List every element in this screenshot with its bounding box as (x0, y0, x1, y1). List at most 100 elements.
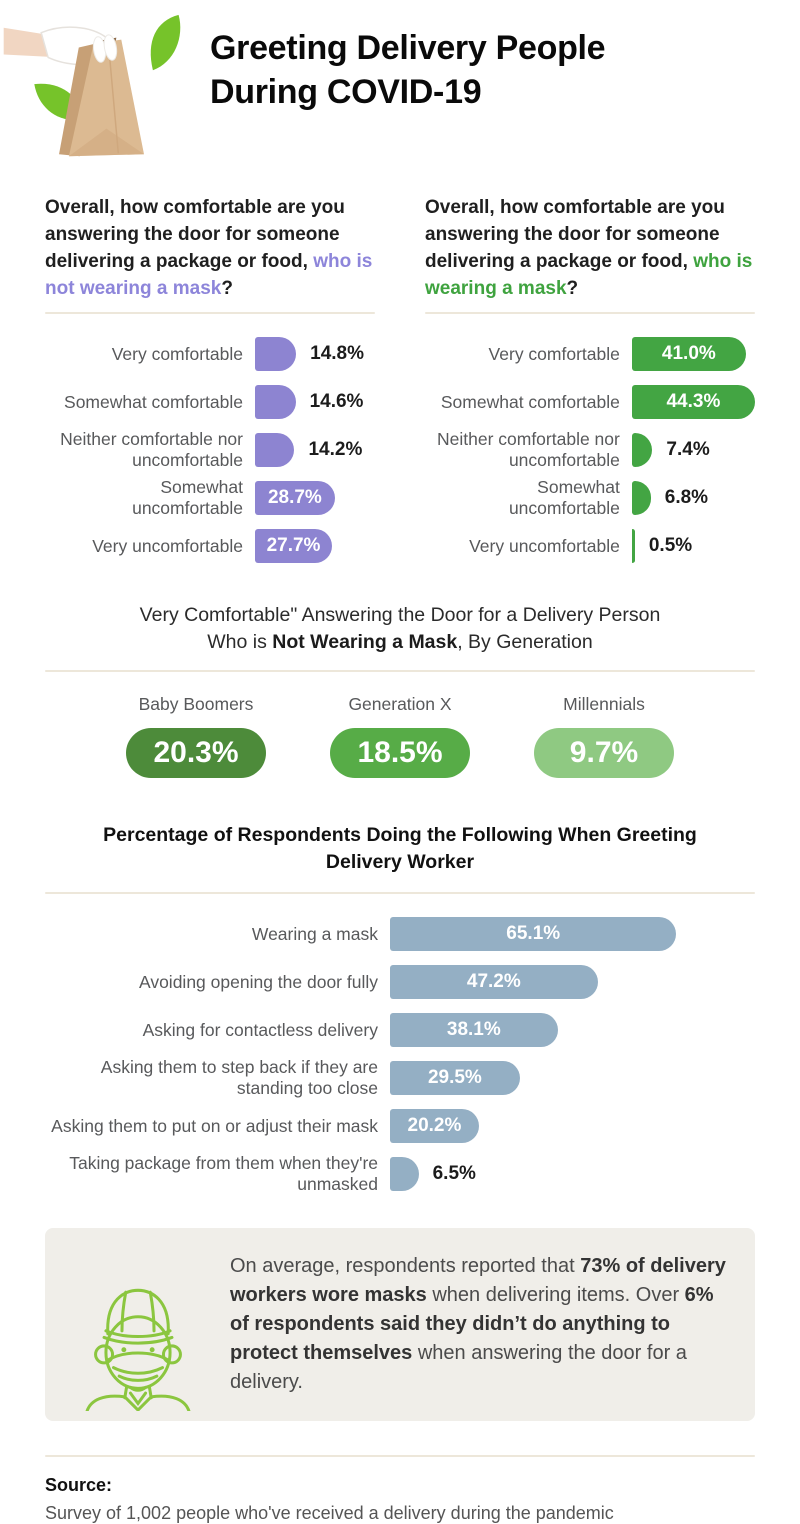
comfort-mask-chart: Very comfortable 41.0% Somewhat comfortabl… (422, 330, 755, 570)
divider (45, 892, 755, 894)
question-no-mask: Overall, how comfortable are you answeri… (45, 194, 375, 314)
bar-row: Neither comfortable nor uncomfortable 7.4… (422, 426, 755, 474)
hand-holding-paper-bag-illustration (3, 14, 181, 157)
page-title-line1: Greeting Delivery People (210, 29, 606, 67)
bar-row: Taking package from them when they're un… (45, 1150, 755, 1198)
bar-row: Somewhat comfortable 44.3% (422, 378, 755, 426)
bar-value: 41.0% (661, 343, 716, 364)
bar: 44.3% (631, 385, 755, 419)
generation-label: Millennials (563, 694, 645, 714)
bar: 65.1% (390, 917, 677, 951)
question-text: Overall, how comfortable are you answeri… (45, 194, 375, 304)
bar-value: 28.7% (267, 487, 322, 508)
leaf-icon (150, 14, 181, 71)
page-title: Greeting Delivery People During COVID-19 (210, 0, 800, 114)
bar-track: 6.5% (390, 1157, 755, 1191)
callout-plain-text: On average, respondents reported that (230, 1255, 581, 1277)
callout-plain-text: when delivering items. Over (426, 1284, 685, 1306)
generation-title-line1: Very Comfortable" Answering the Door for… (139, 604, 661, 626)
bar: 20.2% (390, 1109, 479, 1143)
bar-category-label: Asking for contactless delivery (142, 1019, 378, 1040)
generation-section-title: Very Comfortable" Answering the Door for… (0, 602, 800, 656)
bar-row: Very uncomfortable 27.7% (45, 522, 372, 570)
callout-text: On average, respondents reported that 73… (230, 1238, 727, 1411)
bar-category-label: Asking them to put on or adjust their ma… (51, 1115, 378, 1136)
bar-value: 65.1% (506, 923, 561, 944)
bar: 27.7% (255, 529, 332, 563)
bar-category-label: Asking them to step back if they are sta… (100, 1057, 378, 1098)
bar-row: Avoiding opening the door fully 47.2% (45, 958, 755, 1006)
bar-track: 47.2% (390, 965, 755, 999)
bar-row: Very comfortable 41.0% (422, 330, 755, 378)
divider (45, 1455, 755, 1457)
bar-category-label: Very uncomfortable (92, 535, 243, 556)
divider (45, 670, 755, 672)
bar-value: 6.5% (432, 1163, 476, 1184)
generation-label: Baby Boomers (138, 694, 254, 714)
divider (45, 312, 375, 314)
bar-category-label: Wearing a mask (251, 923, 378, 944)
callout-bold-text: 73% of delivery workers wore masks (230, 1255, 726, 1306)
bar-row: Somewhat comfortable 14.6% (45, 378, 372, 426)
bar (390, 1157, 419, 1191)
bag-side (59, 43, 96, 157)
bar-value: 0.5% (648, 535, 693, 556)
bar-track: 20.2% (390, 1109, 755, 1143)
bag-crease (107, 43, 120, 154)
callout-icon-box (45, 1279, 230, 1411)
bar (631, 529, 635, 563)
generation-stat: Baby Boomers 20.3% (126, 694, 266, 778)
bar: 41.0% (631, 337, 746, 371)
bar-category-label: Somewhat uncomfortable (132, 477, 243, 518)
bar-row: Asking them to put on or adjust their ma… (45, 1102, 755, 1150)
bar-category-label: Taking package from them when they're un… (69, 1153, 378, 1194)
bar-track: 41.0% (631, 337, 755, 371)
callout-plain-text: when answering the door for a delivery. (230, 1342, 687, 1393)
behaviors-chart: Wearing a mask 65.1% Avoiding opening the … (0, 910, 800, 1198)
generation-stat: Generation X 18.5% (330, 694, 470, 778)
generation-title-line2: Who is Not Wearing a Mask, By Generation (207, 631, 593, 653)
bar-value: 20.2% (407, 1115, 462, 1136)
generation-value-pill: 18.5% (330, 728, 470, 778)
bar-value: 14.8% (310, 343, 365, 364)
bar-category-label: Neither comfortable nor uncomfortable (60, 429, 243, 470)
bar-track: 7.4% (631, 433, 755, 467)
bar-value: 29.5% (427, 1067, 482, 1088)
bar-value: 14.6% (309, 391, 364, 412)
generation-value-pill: 20.3% (126, 728, 266, 778)
bar-value: 38.1% (446, 1019, 501, 1040)
bar-track: 38.1% (390, 1013, 755, 1047)
bar: 38.1% (390, 1013, 558, 1047)
bar: 28.7% (255, 481, 335, 515)
bar-category-label: Very comfortable (488, 343, 620, 364)
bar: 47.2% (390, 965, 598, 999)
source-label: Source: (45, 1475, 113, 1495)
bar-track: 65.1% (390, 917, 755, 951)
callout-box: On average, respondents reported that 73… (45, 1228, 755, 1421)
bar-category-label: Avoiding opening the door fully (138, 971, 378, 992)
bar-category-label: Very uncomfortable (469, 535, 620, 556)
bar-track: 14.2% (255, 433, 372, 467)
bar-track: 44.3% (631, 385, 755, 419)
bar-category-label: Somewhat comfortable (64, 391, 243, 412)
question-suffix: ? (566, 278, 579, 299)
question-prefix: Overall, how comfortable are you answeri… (45, 197, 345, 272)
glove-finger (103, 34, 118, 61)
masked-delivery-worker-icon (85, 1288, 190, 1411)
bar (631, 481, 651, 515)
bar-row: Somewhat uncomfortable 28.7% (45, 474, 372, 522)
bar-track: 29.5% (390, 1061, 755, 1095)
generation-stat-pills: Baby Boomers 20.3% Generation X 18.5% Millen… (0, 694, 800, 778)
bar-row: Very uncomfortable 0.5% (422, 522, 755, 570)
bar-row: Neither comfortable nor uncomfortable 14.… (45, 426, 372, 474)
bar: 29.5% (390, 1061, 520, 1095)
source-text: Survey of 1,002 people who've received a… (45, 1503, 614, 1523)
comfort-charts: Very comfortable 14.8% Somewhat comfortabl… (0, 330, 800, 570)
bar-row: Asking them to step back if they are sta… (45, 1054, 755, 1102)
question-suffix: ? (221, 278, 233, 299)
generation-value-pill: 9.7% (534, 728, 674, 778)
generation-stat: Millennials 9.7% (534, 694, 674, 778)
bar-category-label: Somewhat comfortable (440, 391, 620, 412)
question-highlight: who is wearing a mask (425, 251, 753, 299)
question-text: Overall, how comfortable are you answeri… (425, 194, 755, 304)
